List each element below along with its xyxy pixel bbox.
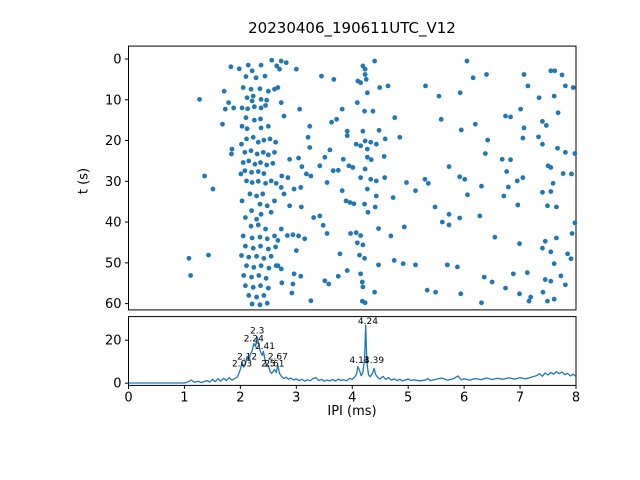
scatter-points bbox=[186, 57, 578, 308]
svg-text:2.5: 2.5 bbox=[261, 360, 275, 370]
peak-annotations: 2.32.242.412.12 2.67 2.03 2.52.61 4.24 4.134.… bbox=[232, 317, 384, 370]
svg-text:2.41: 2.41 bbox=[255, 342, 275, 352]
x-ticks: 0 1 2 3 4 5 6 7 8 bbox=[124, 385, 580, 405]
svg-text:20: 20 bbox=[105, 134, 122, 149]
svg-text:2.3: 2.3 bbox=[250, 326, 264, 336]
histogram-panel: 0 20 0 1 2 3 4 5 6 7 8 2.32.242.412.12 2.67 2.03 2.52.… bbox=[105, 316, 580, 405]
svg-text:6: 6 bbox=[460, 390, 468, 405]
svg-text:2.12: 2.12 bbox=[237, 352, 257, 362]
svg-text:0: 0 bbox=[113, 53, 121, 68]
top-y-ticks: 0 10 20 30 40 50 60 bbox=[105, 53, 129, 312]
bottom-y-ticks: 0 20 bbox=[105, 334, 129, 392]
svg-text:2.67: 2.67 bbox=[268, 352, 288, 362]
svg-text:2.03: 2.03 bbox=[232, 360, 252, 370]
svg-text:4.24: 4.24 bbox=[358, 317, 378, 327]
svg-text:2.24: 2.24 bbox=[244, 335, 264, 345]
x-axis-label: IPI (ms) bbox=[327, 404, 377, 419]
svg-text:2.61: 2.61 bbox=[264, 360, 284, 370]
svg-text:20: 20 bbox=[105, 334, 122, 349]
ipi-histogram-line bbox=[128, 324, 577, 384]
svg-text:30: 30 bbox=[105, 175, 122, 190]
svg-text:4: 4 bbox=[348, 390, 356, 405]
svg-text:50: 50 bbox=[105, 256, 122, 271]
svg-text:0: 0 bbox=[124, 390, 132, 405]
svg-text:1: 1 bbox=[180, 390, 188, 405]
svg-text:10: 10 bbox=[105, 93, 122, 108]
svg-text:7: 7 bbox=[516, 390, 524, 405]
svg-text:40: 40 bbox=[105, 216, 122, 231]
svg-text:60: 60 bbox=[105, 297, 122, 312]
svg-text:5: 5 bbox=[404, 390, 412, 405]
svg-text:0: 0 bbox=[113, 377, 121, 392]
svg-text:3: 3 bbox=[292, 390, 300, 405]
scatter-panel: 0 10 20 30 40 50 60 bbox=[105, 45, 578, 312]
svg-text:4.13: 4.13 bbox=[349, 356, 369, 366]
svg-text:2: 2 bbox=[236, 390, 244, 405]
svg-text:4.39: 4.39 bbox=[364, 356, 384, 366]
chart-title: 20230406_190611UTC_V12 bbox=[248, 19, 456, 37]
svg-text:8: 8 bbox=[572, 390, 580, 405]
